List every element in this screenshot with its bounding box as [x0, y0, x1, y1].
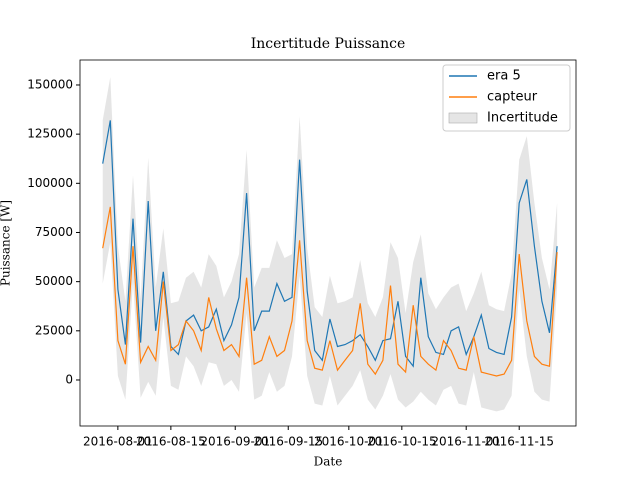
plot-frame [79, 59, 577, 427]
x-axis-label: Date [314, 455, 343, 469]
legend-box [442, 64, 571, 132]
y-tick-label: 125000 [27, 127, 73, 141]
y-tick-label: 150000 [27, 77, 73, 91]
y-tick-label: 100000 [27, 176, 73, 190]
x-tick-label: 2016-08-01 [83, 435, 153, 449]
legend: era 5 capteur Incertitude [442, 64, 571, 132]
y-axis-label: Puissance [W] [0, 200, 13, 286]
x-tick-label: 2016-09-15 [253, 435, 323, 449]
x-tick-label: 2016-10-01 [314, 435, 384, 449]
series-line [102, 206, 558, 377]
x-tick-label: 2016-09-01 [200, 435, 270, 449]
x-tick-label: 2016-08-15 [136, 435, 206, 449]
y-tick-label: 75000 [35, 225, 73, 239]
y-tick-label: 50000 [35, 274, 73, 288]
y-tick-label: 25000 [35, 323, 73, 337]
legend-label: Incertitude [487, 111, 558, 126]
legend-label: era 5 [487, 69, 521, 84]
x-tick-label: 2016-10-15 [367, 435, 437, 449]
y-tick-label: 0 [65, 372, 73, 386]
x-tick-label: 2016-11-15 [484, 435, 554, 449]
series-line [102, 120, 558, 368]
chart-title: Incertitude Puissance [251, 36, 406, 52]
legend-swatch [448, 112, 478, 124]
x-tick-label: 2016-11-01 [431, 435, 501, 449]
legend-label: capteur [487, 90, 538, 105]
